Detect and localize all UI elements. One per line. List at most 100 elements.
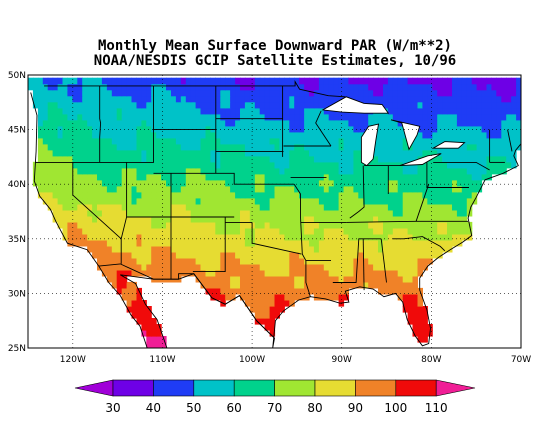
heat-cell — [392, 161, 399, 169]
heat-cell — [131, 173, 137, 181]
heat-cell — [175, 221, 182, 229]
heat-cell — [141, 330, 147, 337]
heat-cell — [378, 209, 384, 217]
heat-cell — [383, 83, 389, 91]
heat-cell — [116, 215, 123, 223]
heat-cell — [205, 245, 211, 253]
heat-cell — [407, 167, 414, 175]
heat-cell — [225, 269, 231, 277]
heat-cell — [417, 101, 423, 109]
heat-cell — [126, 161, 133, 169]
heat-cell — [215, 227, 221, 235]
heat-cell — [373, 149, 379, 157]
heat-cell — [299, 113, 305, 121]
heat-cell — [412, 209, 418, 217]
heat-cell — [185, 203, 192, 211]
heat-cell — [304, 143, 310, 151]
heat-cell — [437, 125, 443, 133]
heat-cell — [284, 245, 290, 253]
heat-cell — [210, 185, 216, 193]
heat-cell — [249, 281, 256, 289]
heat-cell — [200, 107, 206, 115]
heat-cell — [269, 324, 276, 331]
heat-cell — [220, 233, 226, 241]
heat-cell — [175, 197, 182, 205]
heat-cell — [333, 221, 340, 229]
heat-cell — [141, 173, 147, 181]
heat-cell — [511, 149, 517, 157]
heat-cell — [383, 125, 389, 133]
heat-cell — [171, 227, 177, 235]
heat-cell — [333, 287, 340, 295]
heat-cell — [506, 89, 512, 97]
heat-cell — [309, 233, 315, 241]
heat-cell — [348, 143, 354, 151]
heat-cell — [432, 137, 438, 145]
heat-cell — [343, 173, 349, 181]
heat-cell — [476, 173, 483, 181]
heat-cell — [461, 101, 468, 109]
heat-cell — [323, 203, 330, 211]
heat-cell — [190, 143, 197, 151]
heat-cell — [254, 239, 261, 247]
heat-cell — [230, 125, 236, 133]
latitude-label: 35N — [8, 235, 26, 245]
heat-cell — [304, 191, 310, 199]
heat-cell — [318, 167, 325, 175]
heat-cell — [52, 119, 59, 127]
heat-cell — [432, 95, 438, 103]
heat-cell — [496, 89, 502, 97]
state-border — [362, 238, 365, 291]
heat-cell — [264, 245, 271, 253]
heat-cell — [299, 149, 305, 157]
heat-cell — [323, 233, 330, 241]
heat-cell — [363, 209, 369, 217]
heat-cell — [437, 107, 443, 115]
heat-cell — [289, 119, 295, 127]
heat-cell — [126, 269, 133, 277]
heat-cell — [476, 131, 483, 139]
heat-cell — [407, 215, 414, 223]
heat-cell — [185, 191, 192, 199]
heat-cell — [328, 155, 335, 163]
heat-cell — [72, 101, 78, 109]
heat-cell — [57, 89, 64, 97]
heat-cell — [417, 179, 423, 187]
heat-cell — [417, 185, 423, 193]
heat-cell — [205, 197, 211, 205]
heat-cell — [304, 155, 310, 163]
heat-cell — [171, 185, 177, 193]
state-border — [305, 260, 311, 297]
heat-cell — [461, 155, 468, 163]
heat-cell — [269, 293, 276, 301]
heat-cell — [111, 149, 118, 157]
heat-cell — [126, 306, 133, 313]
heat-cell — [284, 287, 290, 295]
heat-cell — [240, 179, 246, 187]
heat-cell — [190, 95, 197, 103]
heat-cell — [353, 89, 359, 97]
heat-cell — [313, 245, 320, 253]
heat-cell — [387, 125, 394, 133]
heat-cell — [407, 257, 414, 265]
heat-cell — [353, 155, 359, 163]
heat-cell — [264, 107, 271, 115]
heat-cell — [412, 245, 418, 253]
heat-cell — [328, 179, 335, 187]
heat-cell — [452, 215, 458, 223]
heat-cell — [353, 233, 359, 241]
heat-cell — [106, 275, 113, 283]
heat-cell — [195, 161, 202, 169]
heat-cell — [373, 227, 379, 235]
heat-cell — [146, 161, 152, 169]
heat-cell — [378, 161, 384, 169]
heat-cell — [101, 197, 108, 205]
heat-cell — [461, 233, 468, 241]
heat-cell — [447, 137, 453, 145]
heat-cell — [378, 269, 384, 277]
heat-cell — [111, 113, 118, 121]
heat-cell — [294, 269, 300, 277]
heat-cell — [456, 167, 463, 175]
heat-cell — [87, 197, 93, 205]
